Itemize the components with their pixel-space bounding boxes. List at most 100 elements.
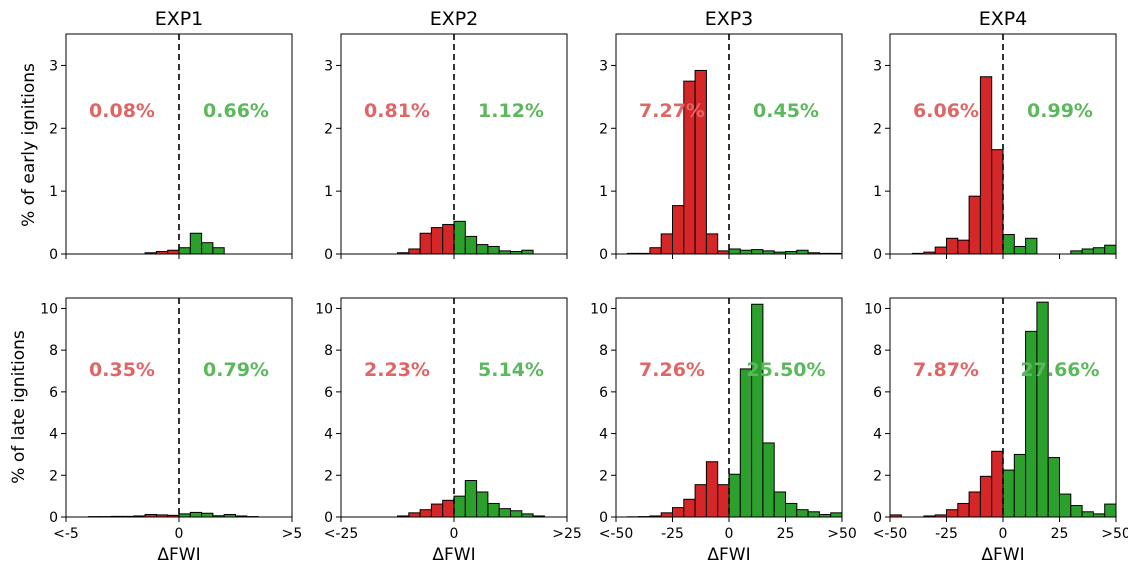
histogram-bar <box>498 508 512 518</box>
histogram-bar <box>991 149 1004 255</box>
panel-title: EXP2 <box>430 8 479 30</box>
histogram-bar <box>1036 301 1049 518</box>
histogram-bar <box>807 511 820 518</box>
y-tick-label: 0 <box>49 510 58 526</box>
y-tick-label: 10 <box>315 301 333 317</box>
histogram-bar <box>739 249 753 255</box>
y-tick-label: 3 <box>599 58 608 74</box>
histogram-bar <box>442 499 455 518</box>
histogram-bar <box>934 246 948 255</box>
histogram-bar <box>979 475 993 518</box>
y-tick-label: 10 <box>590 301 608 317</box>
x-axis-label: ΔFWI <box>981 545 1024 565</box>
increase-percent-label: 0.79% <box>203 359 269 381</box>
histogram-bar <box>796 509 809 518</box>
y-tick-label: 8 <box>49 343 58 359</box>
histogram-bar <box>717 484 730 518</box>
histogram-bar <box>1059 493 1072 518</box>
histogram-bar <box>476 491 489 518</box>
histogram-bar <box>408 512 421 518</box>
histogram-bar <box>1070 505 1083 518</box>
y-tick-label: 6 <box>873 385 882 401</box>
decrease-percent-label: 7.87% <box>913 359 979 381</box>
histogram-bar <box>430 503 444 518</box>
panel-exp2-early: 0 1 2 3 0.81% 1.12% EXP2 <box>324 8 568 263</box>
histogram-bar <box>1025 237 1038 255</box>
histogram-bar <box>968 491 981 518</box>
histogram-bar <box>189 232 203 255</box>
y-tick-label: 2 <box>324 468 333 484</box>
increase-percent-label: 0.45% <box>753 100 819 122</box>
histogram-bar <box>408 248 421 255</box>
panel-exp3-late: 0 2 4 6 8 10 <-50 -25 0 25 >50 7.26% 25.50% ΔFWI <box>590 297 857 565</box>
y-tick-label: 0 <box>873 247 882 263</box>
y-tick-label: 4 <box>873 427 882 443</box>
histogram-bar <box>728 248 741 255</box>
y-tick-label: 0 <box>599 247 608 263</box>
histogram-bar <box>751 303 764 518</box>
y-tick-label: 4 <box>49 427 58 443</box>
increase-percent-label: 0.99% <box>1027 100 1093 122</box>
histogram-bar <box>796 249 809 255</box>
y-tick-label: 2 <box>49 121 58 137</box>
histogram-bar <box>991 450 1004 518</box>
panel-title: EXP3 <box>705 8 754 30</box>
y-tick-label: 8 <box>873 343 882 359</box>
x-tick-label: <-5 <box>53 526 79 542</box>
histogram-bar <box>979 76 993 255</box>
y-tick-label: 2 <box>599 121 608 137</box>
y-tick-label: 2 <box>873 121 882 137</box>
increase-percent-label: 25.50% <box>746 359 825 381</box>
increase-percent-label: 5.14% <box>478 359 544 381</box>
histogram-bar <box>189 511 203 518</box>
panel-title: EXP1 <box>155 8 204 30</box>
y-tick-label: 1 <box>599 184 608 200</box>
decrease-percent-label: 0.35% <box>89 359 155 381</box>
x-tick-label: -25 <box>661 526 684 542</box>
x-tick-label: -25 <box>935 526 958 542</box>
histogram-bar <box>419 509 432 518</box>
histogram-bar <box>694 69 707 255</box>
panel-exp4-early: 0 1 2 3 6.06% 0.99% EXP4 <box>873 8 1117 263</box>
y-tick-label: 0 <box>49 247 58 263</box>
x-tick-label: 0 <box>725 526 734 542</box>
decrease-percent-label: 6.06% <box>913 100 979 122</box>
y-axis-label-late: % of late ignitions <box>9 330 29 484</box>
histogram-bar <box>1081 248 1094 255</box>
histogram-bar <box>739 368 753 518</box>
histogram-bar <box>201 242 214 255</box>
increase-percent-label: 27.66% <box>1020 359 1099 381</box>
histogram-bar <box>968 195 981 255</box>
y-tick-label: 3 <box>324 58 333 74</box>
histogram-bar <box>1013 245 1027 255</box>
decrease-percent-label: 0.81% <box>364 100 430 122</box>
x-tick-label: >50 <box>827 526 857 542</box>
y-tick-label: 10 <box>40 301 58 317</box>
histogram-bar <box>649 247 662 255</box>
x-tick-label: <-25 <box>324 526 359 542</box>
y-tick-label: 0 <box>324 247 333 263</box>
panel-exp4-late: 0 2 4 6 8 10 <-50 -25 0 25 >50 7.87% 27.66% ΔFWI <box>864 297 1128 565</box>
y-tick-label: 4 <box>599 427 608 443</box>
y-tick-label: 6 <box>49 385 58 401</box>
histogram-bar <box>1104 244 1117 255</box>
y-tick-label: 6 <box>324 385 333 401</box>
histogram-bar <box>705 233 719 255</box>
x-tick-label: 25 <box>1051 526 1069 542</box>
histogram-bar <box>487 245 500 255</box>
histogram-bar <box>453 495 466 518</box>
y-tick-label: 3 <box>49 58 58 74</box>
histogram-bar <box>705 461 719 518</box>
histogram-bar <box>464 235 478 255</box>
histogram-bar <box>830 512 843 518</box>
x-tick-label: 25 <box>777 526 795 542</box>
y-tick-label: 2 <box>324 121 333 137</box>
histogram-bar <box>1047 457 1060 518</box>
histogram-bar <box>521 249 534 255</box>
x-tick-label: >50 <box>1101 526 1128 542</box>
histogram-bar <box>762 442 775 518</box>
histogram-bar <box>430 227 444 255</box>
y-axis-label-early: % of early ignitions <box>19 63 39 227</box>
y-tick-label: 8 <box>324 343 333 359</box>
